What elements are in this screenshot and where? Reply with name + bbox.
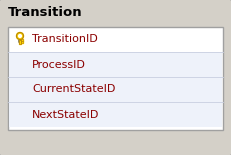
Text: NextStateID: NextStateID (32, 109, 99, 120)
Bar (21, 41, 23, 43)
Text: Transition: Transition (8, 7, 83, 20)
Text: CurrentStateID: CurrentStateID (32, 84, 115, 95)
Bar (9, 102, 222, 126)
Bar (21, 41, 23, 43)
Bar (21, 39, 23, 40)
Circle shape (16, 33, 24, 40)
Bar (9, 52, 222, 77)
Text: ProcessID: ProcessID (32, 60, 86, 69)
Bar (19, 40, 21, 44)
Bar (9, 77, 222, 102)
Circle shape (19, 35, 21, 37)
Text: 🔑: 🔑 (17, 35, 23, 44)
Bar (19, 40, 21, 44)
Bar (21, 39, 23, 40)
Bar (8, 27, 223, 130)
Text: TransitionID: TransitionID (32, 35, 98, 44)
